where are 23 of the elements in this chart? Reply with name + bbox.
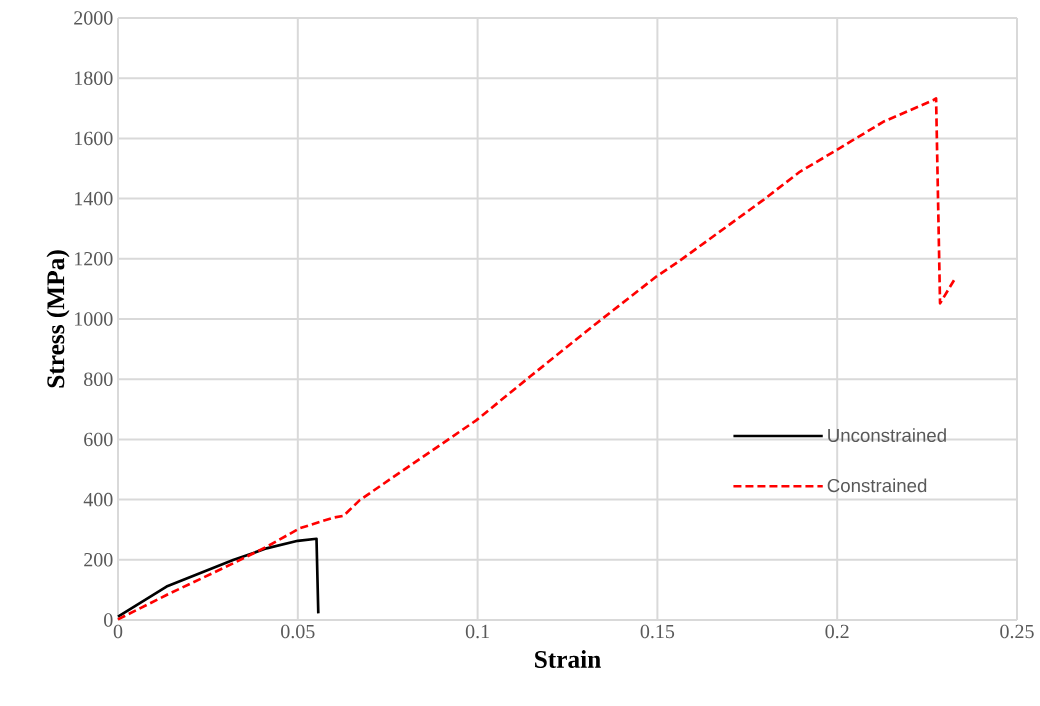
legend-label: Unconstrained <box>828 428 946 442</box>
line-series <box>116 97 957 621</box>
x-tick-label: 0.25 <box>1000 624 1034 639</box>
y-axis-title: Stress (MPa) <box>46 250 70 388</box>
x-axis-title: Strain <box>535 650 601 668</box>
legend-label: Constrained <box>827 478 927 493</box>
y-tick-label: 1600 <box>75 131 113 146</box>
x-tick-label: 0.2 <box>825 624 849 639</box>
x-tick-label: 0.05 <box>281 624 315 639</box>
x-tick-label: 0 <box>113 624 123 639</box>
y-tick-label: 1200 <box>75 252 113 266</box>
y-tick-label: 1800 <box>75 71 113 85</box>
y-tick-label: 1000 <box>75 312 113 326</box>
x-tick-label: 0.15 <box>640 624 675 639</box>
y-tick-label: 2000 <box>74 11 113 25</box>
line-series <box>116 537 320 619</box>
x-tick-label: 0.1 <box>465 624 489 639</box>
y-tick-label: 0 <box>104 613 113 627</box>
y-tick-label: 200 <box>84 553 113 567</box>
y-tick-label: 800 <box>84 372 113 386</box>
y-tick-label: 600 <box>84 432 113 447</box>
y-tick-label: 400 <box>83 492 113 507</box>
y-tick-label: 1400 <box>75 191 113 206</box>
